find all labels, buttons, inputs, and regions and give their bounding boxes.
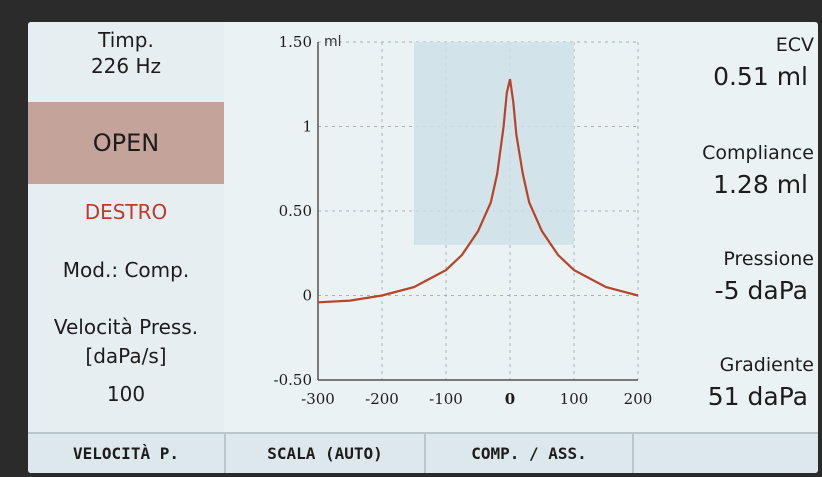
- softkey-empty[interactable]: [634, 434, 818, 473]
- speed-label: Velocità Press.: [53, 315, 199, 339]
- status-text: OPEN: [92, 129, 160, 157]
- y-tick-label: 1.50: [279, 33, 312, 51]
- left-info-panel: Timp. 226 Hz OPEN DESTRO Mod.: Comp. Vel…: [28, 22, 224, 432]
- y-tick-labels: 1.50 1 0.50 0 -0.50: [274, 33, 312, 389]
- compliance-label: Compliance: [702, 142, 814, 164]
- tympanometry-label: Timp.: [98, 28, 154, 52]
- x-tick-label: -100: [429, 390, 463, 408]
- softkey-speed[interactable]: VELOCITÀ P.: [28, 434, 226, 473]
- mode-text: Mod.: Comp.: [62, 258, 190, 282]
- x-tick-label: -300: [301, 390, 335, 408]
- normal-range-region: [414, 42, 574, 245]
- x-tick-label: 0: [505, 390, 515, 408]
- gradient-label: Gradiente: [719, 354, 814, 376]
- y-tick-label: 1: [302, 118, 312, 136]
- gradient-value: 51 daPa: [707, 382, 808, 411]
- tympanogram-chart: 1.50 1 0.50 0 -0.50 -300 -200 -100 0 100 200 ml: [274, 33, 653, 408]
- softkey-scale[interactable]: SCALA (AUTO): [226, 434, 426, 473]
- ecv-label: ECV: [775, 34, 814, 56]
- y-tick-label: 0: [302, 287, 312, 305]
- speed-unit: [daPa/s]: [85, 344, 167, 368]
- y-tick-label: 0.50: [279, 202, 312, 220]
- ecv-value: 0.51 ml: [713, 62, 808, 91]
- compliance-curve: [317, 78, 639, 304]
- pressure-label: Pressione: [723, 248, 814, 270]
- y-tick-label: -0.50: [274, 371, 312, 389]
- pressure-value: -5 daPa: [714, 276, 808, 305]
- speed-value: 100: [106, 382, 146, 406]
- x-tick-labels: -300 -200 -100 0 100 200: [301, 390, 652, 408]
- x-tick-label: 100: [560, 390, 589, 408]
- y-axis-unit: ml: [324, 34, 342, 50]
- ear-side: DESTRO: [84, 200, 168, 224]
- compliance-value: 1.28 ml: [713, 170, 808, 199]
- probe-frequency: 226 Hz: [90, 54, 162, 78]
- x-tick-label: -200: [365, 390, 399, 408]
- status-open-indicator: OPEN: [28, 102, 224, 184]
- axes: [317, 42, 638, 381]
- x-tick-label: 200: [624, 390, 653, 408]
- tympanometer-screen: Timp. 226 Hz OPEN DESTRO Mod.: Comp. Vel…: [28, 22, 818, 473]
- right-results-panel: ECV 0.51 ml Compliance 1.28 ml Pressione…: [668, 22, 818, 432]
- softkey-comp-ass[interactable]: COMP. / ASS.: [426, 434, 634, 473]
- softkey-bar: VELOCITÀ P. SCALA (AUTO) COMP. / ASS.: [28, 432, 818, 473]
